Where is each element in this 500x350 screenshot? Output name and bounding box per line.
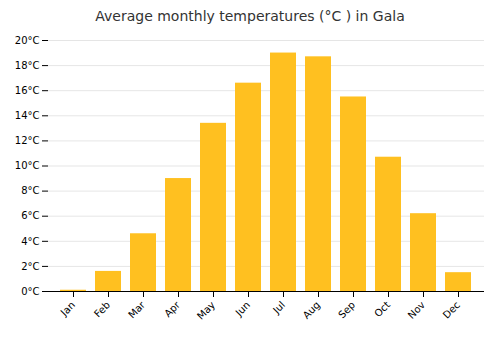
svg-text:Oct: Oct bbox=[372, 299, 392, 319]
svg-text:Nov: Nov bbox=[406, 299, 428, 321]
svg-text:20°C: 20°C bbox=[15, 35, 40, 46]
html-text:Average monthly temperatures (: Average monthly temperatures (°C ) in Ga… bbox=[95, 8, 405, 24]
svg-text:Jul: Jul bbox=[270, 299, 287, 316]
svg-text:16°C: 16°C bbox=[15, 85, 40, 96]
svg-text:Aug: Aug bbox=[301, 299, 323, 321]
svg-text:Jan: Jan bbox=[58, 299, 77, 318]
svg-text:10°C: 10°C bbox=[15, 160, 40, 171]
svg-text:12°C: 12°C bbox=[15, 135, 40, 146]
svg-text:Mar: Mar bbox=[126, 299, 148, 321]
svg-text:14°C: 14°C bbox=[15, 110, 40, 121]
svg-text:Jun: Jun bbox=[233, 299, 253, 319]
svg-text:Dec: Dec bbox=[441, 299, 462, 320]
svg-text:4°C: 4°C bbox=[21, 236, 39, 247]
svg-text:Sep: Sep bbox=[336, 299, 357, 320]
svg-text:6°C: 6°C bbox=[21, 210, 39, 221]
svg-text:Apr: Apr bbox=[162, 299, 183, 320]
svg-text:2°C: 2°C bbox=[21, 261, 39, 272]
svg-text:May: May bbox=[195, 299, 217, 321]
svg-text:0°C: 0°C bbox=[21, 286, 39, 297]
svg-text:8°C: 8°C bbox=[21, 185, 39, 196]
svg-text:Feb: Feb bbox=[92, 299, 112, 319]
svg-text:18°C: 18°C bbox=[15, 60, 40, 71]
